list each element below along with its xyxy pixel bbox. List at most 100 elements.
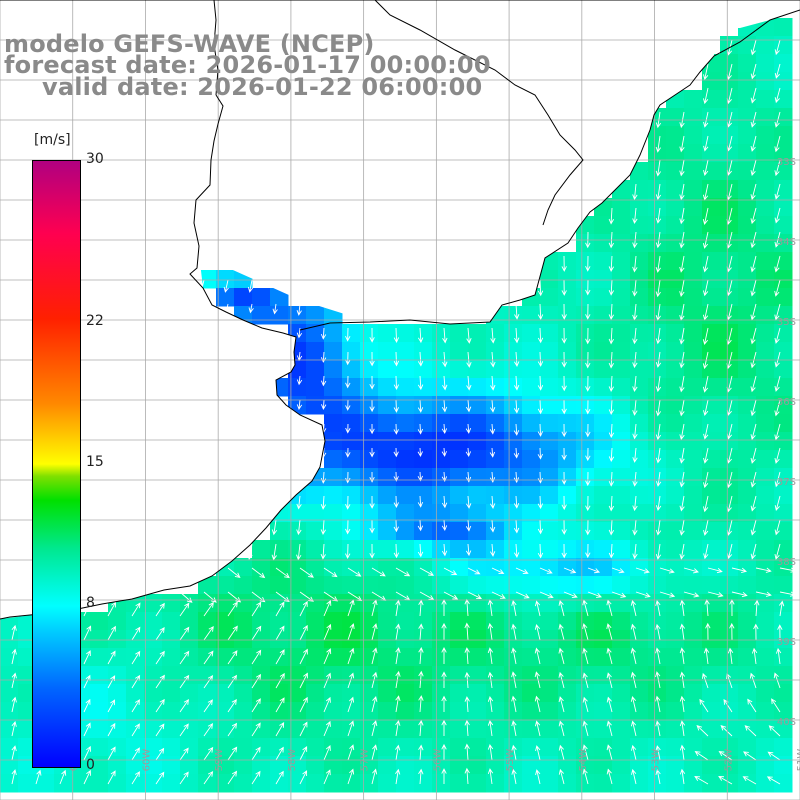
wind-arrow [323,567,338,578]
wind-speed-cell [450,324,469,343]
wind-speed-cell [504,522,523,541]
wind-arrow [632,471,638,487]
longitude-label: 56W [432,749,443,772]
wind-arrow [774,279,781,297]
latitude-label: 39S [777,637,796,648]
wind-speed-cell [450,576,469,595]
wind-arrow [251,625,262,641]
wind-arrow [347,768,355,785]
wind-speed-cell [540,522,559,541]
wind-arrow [275,672,285,689]
wind-arrow [707,591,724,598]
wind-arrow [726,135,733,152]
wind-speed-cell [450,684,469,703]
wind-speed-cell [756,36,775,55]
wind-speed-cell [162,612,181,631]
wind-speed-cell [144,684,163,703]
wind-speed-cell [756,144,775,163]
wind-arrow [537,519,544,535]
wind-speed-cell [648,198,667,217]
wind-speed-cell [144,774,163,793]
wind-arrow [632,375,638,393]
wind-speed-cell [486,702,505,721]
wind-speed-cell [756,612,775,631]
wind-arrow [720,725,733,737]
wind-speed-cell [558,450,577,469]
wind-speed-cell [324,378,343,397]
wind-speed-cell [612,558,631,577]
wind-arrow [83,698,91,713]
wind-speed-cell [720,558,739,577]
wind-speed-cell [630,720,649,739]
wind-arrow [511,647,517,665]
wind-arrow [511,599,517,617]
wind-arrow [345,351,351,366]
wind-speed-cell [702,702,721,721]
wind-speed-cell [432,774,451,793]
wind-arrow [534,720,541,737]
wind-speed-cell [774,468,793,487]
wind-speed-cell [270,738,289,757]
wind-speed-cell [720,252,739,271]
wind-speed-cell [306,594,325,613]
wind-arrow [744,725,757,737]
wind-speed-cell [504,468,523,487]
wind-speed-cell [324,468,343,487]
wind-speed-cell [504,702,523,721]
wind-speed-cell [360,324,379,343]
wind-speed-cell [342,396,361,415]
wind-arrow [773,672,781,689]
wind-arrow [558,744,565,761]
wind-speed-cell [378,594,397,613]
wind-speed-cell [738,450,757,469]
wind-arrow [179,771,189,785]
wind-speed-cell [540,504,559,523]
wind-speed-cell [360,684,379,703]
wind-speed-cell [738,630,757,649]
wind-speed-cell [720,684,739,703]
wind-arrow [393,471,399,482]
wind-speed-cell [144,612,163,631]
wind-speed-cell [720,702,739,721]
wind-speed-cell [270,648,289,667]
wind-arrow [131,723,140,737]
wind-speed-cell [396,396,415,415]
wind-speed-cell [468,738,487,757]
wind-speed-cell [684,486,703,505]
wind-speed-cell [378,522,397,541]
wind-speed-cell [126,738,145,757]
wind-speed-cell [774,630,793,649]
wind-speed-cell [288,576,307,595]
wind-arrow [83,722,91,737]
wind-speed-cell [702,342,721,361]
wind-speed-cell [576,342,595,361]
wind-speed-cell [36,774,55,793]
wind-speed-cell [414,738,433,757]
longitude-label: 60W [141,749,152,772]
wind-arrow [514,351,520,367]
wind-speed-cell [162,720,181,739]
wind-speed-cell [576,684,595,703]
wind-speed-cell [306,522,325,541]
wind-speed-cell [594,324,613,343]
wind-arrow [655,543,662,560]
wind-speed-cell [360,558,379,577]
wind-arrow [679,599,686,617]
wind-speed-cell [378,342,397,361]
wind-speed-cell [540,648,559,667]
wind-arrow [750,519,757,536]
wind-speed-cell [108,648,127,667]
wind-arrow [464,696,470,713]
wind-speed-cell [648,684,667,703]
wind-speed-cell [432,450,451,469]
wind-speed-cell [432,324,451,343]
wind-arrow [655,447,662,464]
wind-arrow [703,519,709,536]
wind-speed-cell [522,378,541,397]
wind-arrow [558,696,565,713]
wind-arrow [655,695,661,713]
wind-speed-cell [504,324,523,343]
wind-arrow [608,255,615,272]
longitude-label: 53W [651,749,662,772]
chart-title-forecast-date: forecast date: 2026-01-17 00:00:00 [4,51,491,79]
